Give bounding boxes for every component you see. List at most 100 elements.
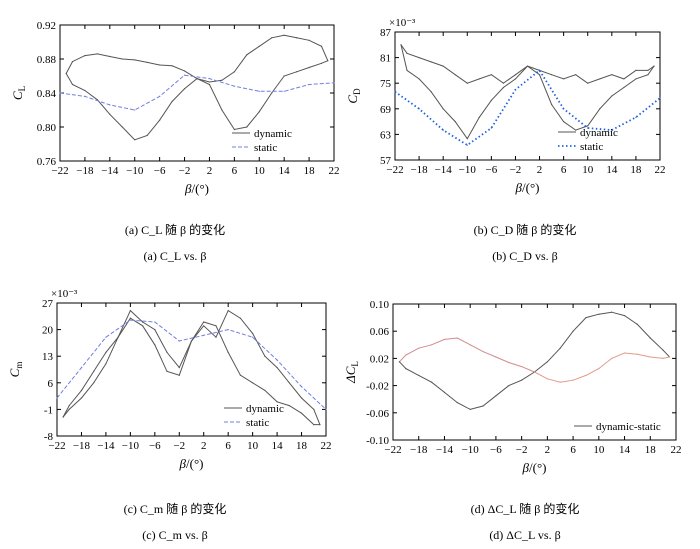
y-tick-label: -8 (44, 431, 54, 443)
series-dynamic-point (264, 389, 266, 391)
series-dynamic-static-point (546, 361, 548, 363)
x-tick-label: −10 (122, 440, 140, 452)
y-tick-label: 13 (42, 351, 54, 363)
y-tick-label: -1 (44, 404, 53, 416)
series-static-point (300, 386, 303, 388)
series-dynamic-static-point (598, 368, 600, 370)
series-dynamic-point (146, 61, 148, 64)
y-tick-label: 6 (48, 378, 54, 390)
series-static-point (129, 319, 131, 321)
series-dynamic-point (246, 126, 248, 128)
series-dynamic-point (647, 74, 649, 76)
y-tick-label: 0.92 (37, 20, 56, 32)
y-axis-label: Cm (7, 362, 24, 378)
series-dynamic-point (233, 128, 235, 131)
y-tick-label: 0.02 (370, 353, 389, 365)
series-dynamic-point (490, 99, 492, 101)
y-axis-label: CL (10, 86, 27, 100)
x-tick-label: 18 (630, 164, 642, 176)
series-dynamic-point (313, 424, 315, 426)
series-dynamic-static-point (572, 330, 574, 332)
y-tick-label: 81 (380, 53, 391, 65)
series-dynamic-point (611, 95, 613, 97)
series-dynamic-point (159, 119, 161, 121)
series-dynamic-point (196, 77, 198, 80)
series-static-point (276, 359, 278, 361)
series-dynamic-point (141, 325, 144, 327)
series-dynamic-point (258, 111, 260, 113)
series-dynamic-point (313, 408, 315, 410)
caption-d-cn: (d) ΔC_L 随 β 的变化 (470, 502, 580, 516)
series-dynamic-point (526, 65, 529, 67)
x-tick-label: −6 (149, 440, 161, 452)
series-static-point (442, 129, 444, 131)
series-dynamic-point (221, 79, 223, 81)
series-static-point (178, 340, 180, 342)
x-tick-label: −18 (76, 165, 94, 177)
series-static-point (159, 95, 161, 97)
series-dynamic-point (575, 74, 577, 76)
legend-label: static (254, 142, 277, 154)
series-dynamic-static-line (399, 337, 535, 373)
series-dynamic-point (93, 370, 95, 372)
series-dynamic-point (68, 405, 70, 407)
x-tick-label: −6 (490, 444, 502, 456)
series-dynamic-static-point (572, 379, 574, 381)
series-dynamic-point (80, 397, 83, 399)
y-tick-label: -0.02 (366, 381, 389, 393)
y-tick-label: -0.10 (366, 435, 389, 447)
x-tick-label: −6 (154, 165, 166, 177)
y-tick-label: 0.06 (370, 326, 390, 338)
x-tick-label: 10 (593, 444, 605, 456)
legend-label: dynamic (246, 403, 284, 415)
y-tick-label: 0.80 (37, 122, 57, 134)
series-dynamic-point (134, 59, 136, 61)
series-dynamic-point (215, 325, 217, 327)
y-tick-label: 27 (42, 298, 54, 310)
x-tick-label: 14 (619, 444, 631, 456)
series-dynamic-point (84, 89, 86, 92)
series-dynamic-point (406, 69, 408, 71)
legend-label: dynamic (254, 128, 292, 140)
series-dynamic-point (400, 44, 402, 46)
plot-frame (392, 303, 677, 441)
y-tick-label: 0.88 (37, 54, 57, 66)
series-dynamic-point (252, 382, 254, 384)
series-dynamic-point (288, 405, 290, 407)
x-tick-label: 22 (655, 164, 666, 176)
series-static-point (227, 329, 229, 331)
series-dynamic-point (96, 53, 98, 55)
series-dynamic-point (233, 71, 235, 73)
series-static-point (394, 91, 396, 93)
caption-b-en: (b) C_D vs. β (492, 249, 558, 263)
series-static-line (394, 69, 661, 147)
series-static-point (563, 108, 565, 110)
x-tick-label: −10 (459, 164, 477, 176)
series-dynamic-static-point (508, 361, 510, 364)
series-dynamic-point (647, 69, 649, 71)
series-dynamic-line (400, 44, 655, 140)
y-tick-label: -0.06 (366, 408, 389, 420)
chart-c: −22 −18 −14 −10 −6 −2 2 6 10 14 18 22-8-16132027β/(… (7, 288, 332, 471)
x-tick-label: −6 (486, 164, 498, 176)
series-dynamic-point (129, 310, 131, 312)
caption-a-cn: (a) C_L 随 β 的变化 (124, 223, 226, 237)
series-dynamic-static-point (649, 356, 651, 358)
x-tick-label: −22 (386, 164, 403, 176)
series-dynamic-point (68, 408, 70, 410)
series-dynamic-point (635, 69, 637, 71)
x-axis-label: β/(°) (515, 180, 540, 195)
series-dynamic-point (283, 34, 285, 36)
series-dynamic-point (227, 351, 229, 353)
series-static-point (56, 397, 58, 399)
series-dynamic-point (587, 125, 589, 127)
series-dynamic-static-point (662, 349, 664, 351)
series-dynamic-point (239, 374, 242, 376)
series-dynamic-line (400, 44, 655, 84)
series-dynamic-point (178, 367, 180, 369)
series-dynamic-point (71, 83, 74, 86)
series-dynamic-point (466, 82, 468, 84)
series-static-point (418, 108, 420, 110)
x-axis-label: β/(°) (522, 460, 547, 475)
series-static-point (490, 127, 492, 129)
